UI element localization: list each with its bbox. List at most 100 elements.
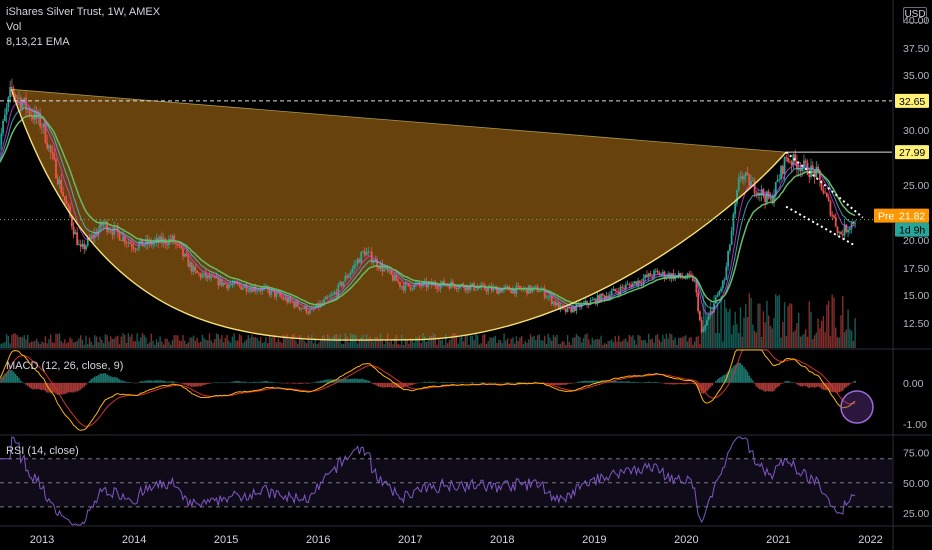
macd-histogram-bar [319,380,322,383]
volume-bar [521,336,523,348]
volume-bar [554,336,556,348]
candle-body [547,296,550,298]
volume-bar [60,340,62,348]
macd-histogram-bar [284,382,287,384]
volume-bar [136,333,138,348]
volume-bar [729,308,731,348]
candle-body [206,274,209,278]
macd-histogram-bar [475,382,477,384]
volume-bar [226,335,228,348]
volume-bar [850,330,853,348]
candle-body [778,179,781,181]
volume-bar [709,302,712,348]
volume-bar [194,340,197,348]
volume-bar [201,334,204,348]
candle-body [527,285,530,294]
macd-histogram-bar [524,382,527,383]
macd-histogram-bar [9,369,11,383]
macd-histogram-bar [633,381,636,383]
candle-body [824,192,827,194]
candle-body [76,232,79,245]
candle-body [18,97,20,99]
volume-bar [693,341,696,348]
candle-body [376,259,378,268]
candle-body [549,295,551,297]
candle-body [744,172,747,177]
macd-histogram-bar [213,382,216,383]
time-tick-label: 2018 [490,534,514,546]
macd-histogram-bar [471,382,474,383]
ema-8-line [0,101,856,315]
candle-body [291,301,294,303]
volume-bar [307,335,309,348]
macd-histogram-bar [400,382,403,388]
volume-bar [764,322,766,348]
macd-histogram-bar [665,382,668,385]
volume-bar [402,344,405,348]
macd-histogram-bar [647,381,650,383]
volume-bar [134,341,137,348]
candle-body [533,286,535,289]
volume-bar [314,338,317,348]
macd-histogram-bar [635,382,638,383]
time-tick-label: 2014 [122,534,146,546]
macd-histogram-bar [623,381,625,383]
candle-body [787,158,790,162]
candle-body [647,273,650,278]
volume-bar [252,337,255,348]
candle-body [469,285,472,291]
candle-body [48,145,50,149]
macd-histogram-bar [790,382,793,383]
macd-histogram-bar [803,382,805,386]
macd-histogram-bar [205,382,207,385]
candle-body [307,312,310,314]
macd-histogram-bar [752,380,754,383]
macd-histogram-bar [222,382,225,383]
macd-histogram-bar [603,380,606,383]
macd-histogram-bar [346,378,348,383]
volume-bar [392,344,394,348]
macd-histogram-bar [69,382,71,393]
candle-body [280,296,283,298]
macd-histogram-bar [157,380,160,383]
candle-body [222,282,225,286]
candle-body [736,190,738,204]
volume-bar [711,307,713,348]
candle-body [845,224,848,233]
candle-body [377,267,380,269]
macd-histogram-bar [464,382,467,384]
candle-body [118,232,121,241]
macd-histogram-bar [95,376,98,383]
macd-histogram-bar [602,380,604,383]
volume-bar [727,311,729,348]
macd-histogram-bar [298,382,301,384]
currency-badge[interactable]: USD [903,7,927,23]
candle-body [794,154,797,162]
volume-bar [259,337,262,348]
volume-bar [759,303,761,348]
macd-histogram-bar [7,371,10,383]
volume-bar [11,334,13,348]
candle-body [610,291,613,295]
candle-body [506,286,509,288]
volume-bar [122,333,124,348]
volume-bar [651,338,653,348]
volume-bar [423,336,426,348]
macd-histogram-bar [674,382,676,385]
volume-bar [34,340,36,348]
macd-histogram-bar [258,381,260,383]
candle-body [501,289,504,293]
volume-bar [455,335,458,348]
macd-histogram-bar [554,382,557,386]
candle-body [785,157,788,159]
candle-body [658,272,661,276]
volume-bar [411,338,414,348]
countdown-badge [895,222,929,237]
volume-bar [450,336,452,348]
volume-bar [364,340,366,348]
volume-bar [476,335,479,348]
macd-histogram-bar [517,382,519,383]
candle-body [330,294,333,297]
candle-body [250,288,253,292]
